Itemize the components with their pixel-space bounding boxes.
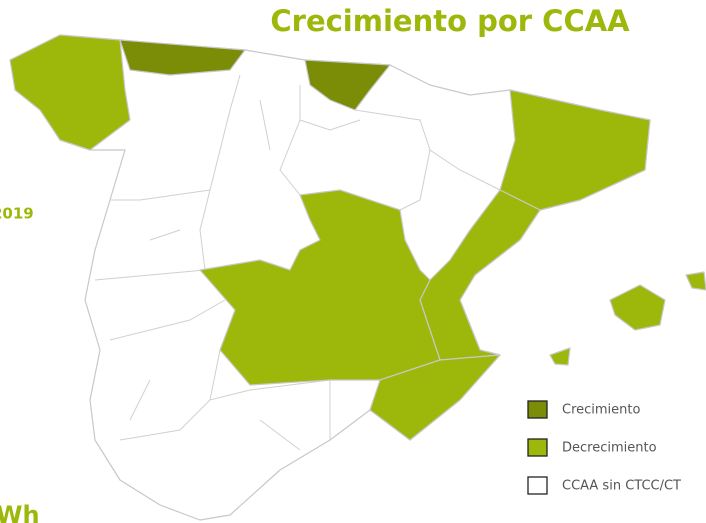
region-borders [94, 74, 501, 451]
legend-label: CCAA sin CTCC/CT [562, 479, 681, 494]
legend-swatch [527, 438, 548, 457]
castilla-la-mancha [199, 189, 441, 386]
ibiza [549, 347, 571, 366]
legend-swatch [527, 476, 548, 495]
asturias [119, 39, 246, 76]
legend-label: Decrecimiento [562, 441, 657, 456]
map-title: Crecimiento por CCAA [270, 4, 630, 38]
regions [9, 34, 706, 521]
menorca [685, 271, 706, 291]
annotation: Wh [0, 501, 40, 523]
mallorca [609, 284, 666, 331]
murcia [369, 354, 501, 441]
legend-label: Crecimiento [562, 403, 641, 418]
cataluna [499, 89, 651, 211]
pais-vasco [304, 59, 391, 111]
legend-swatch [527, 400, 548, 419]
galicia [9, 34, 131, 151]
legend: Crecimiento Decrecimiento CCAA sin CTCC/CT [527, 400, 681, 495]
annotation: 2019 [0, 205, 34, 223]
